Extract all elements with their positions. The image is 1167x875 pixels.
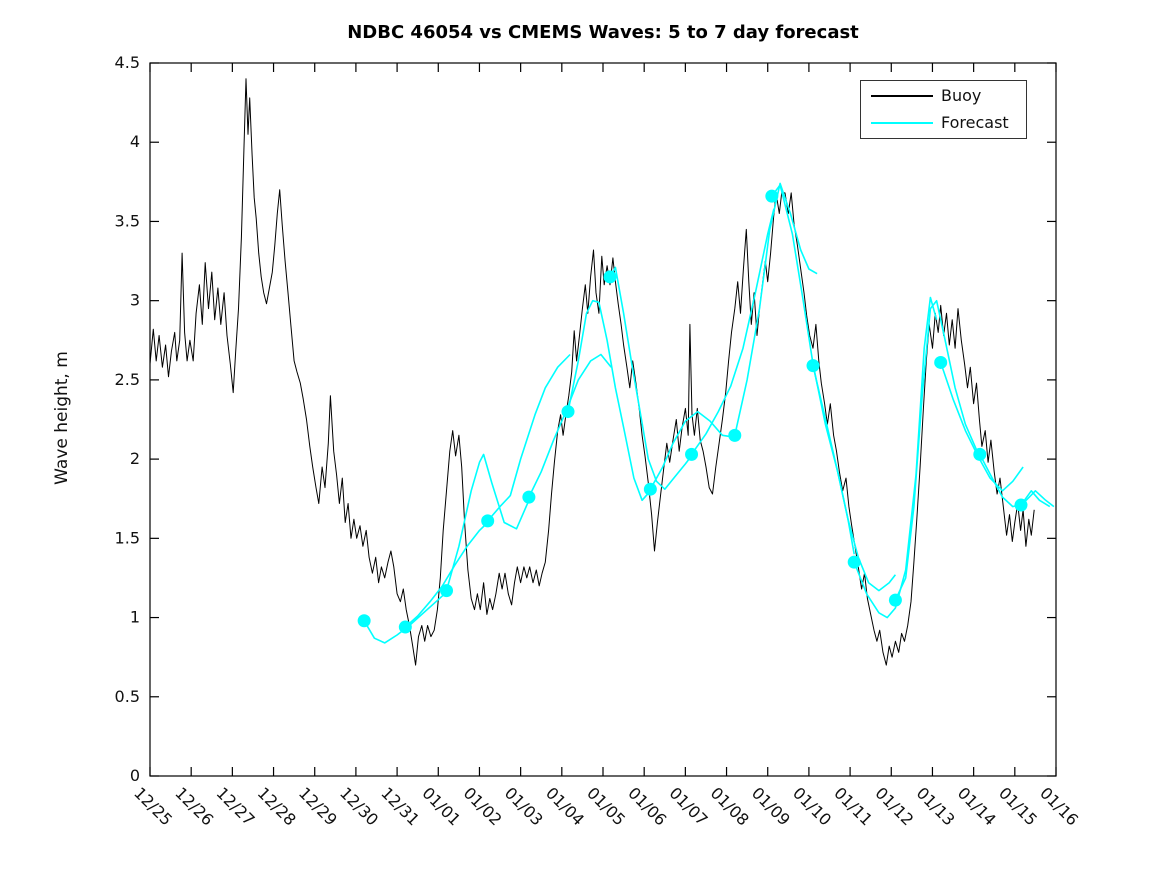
forecast-marker (847, 555, 861, 569)
x-tick-label: 12/26 (171, 783, 217, 829)
forecast-segment (445, 453, 530, 591)
x-tick-label: 01/01 (418, 783, 464, 829)
forecast-segment (609, 266, 693, 491)
x-tick-label: 12/31 (377, 783, 423, 829)
x-tick-label: 12/29 (295, 783, 341, 829)
forecast-marker (561, 405, 575, 419)
forecast-marker (603, 270, 617, 284)
forecast-segment (690, 208, 775, 455)
y-tick-label: 2 (130, 449, 140, 468)
y-tick-label: 0 (130, 766, 140, 785)
forecast-marker (643, 482, 657, 496)
forecast-marker (934, 355, 948, 369)
forecast-segment (853, 296, 938, 619)
buoy-line (149, 78, 1035, 666)
x-tick-label: 01/14 (954, 783, 1000, 829)
x-tick-label: 01/10 (789, 783, 835, 829)
forecast-marker (685, 447, 699, 461)
legend-item-buoy: Buoy (861, 84, 1026, 108)
x-tick-label: 01/05 (583, 783, 629, 829)
y-tick-label: 1 (130, 608, 140, 627)
forecast-segment (404, 521, 489, 628)
legend-label-buoy: Buoy (941, 86, 982, 105)
x-tick-label: 01/03 (501, 783, 547, 829)
forecast-segment (1020, 489, 1051, 508)
forecast-marker (357, 614, 371, 628)
forecast-segment (939, 362, 1024, 492)
legend-box: Buoy Forecast (860, 80, 1027, 139)
forecast-segment (649, 410, 733, 490)
forecast-marker (728, 428, 742, 442)
x-tick-label: 01/13 (913, 783, 959, 829)
x-tick-label: 01/15 (995, 783, 1041, 829)
forecast-segment (487, 353, 571, 522)
legend-label-forecast: Forecast (941, 113, 1009, 132)
forecast-marker (888, 593, 902, 607)
forecast-marker (440, 584, 454, 598)
y-tick-label: 4.5 (115, 53, 140, 72)
x-tick-label: 01/11 (830, 783, 876, 829)
x-tick-label: 12/27 (213, 783, 259, 829)
x-tick-label: 12/25 (130, 783, 176, 829)
forecast-line-swatch (871, 122, 933, 124)
x-tick-label: 01/02 (460, 783, 506, 829)
x-tick-label: 01/16 (1036, 783, 1082, 829)
y-tick-label: 2.5 (115, 370, 140, 389)
y-tick-label: 4 (130, 132, 140, 151)
y-tick-label: 3.5 (115, 211, 140, 230)
x-tick-label: 01/06 (624, 783, 670, 829)
x-tick-label: 01/08 (707, 783, 753, 829)
forecast-marker (806, 359, 820, 373)
forecast-marker (1014, 498, 1028, 512)
y-tick-label: 1.5 (115, 528, 140, 547)
forecast-segment (528, 353, 612, 498)
forecast-segment (567, 299, 652, 502)
x-tick-label: 01/07 (666, 783, 712, 829)
buoy-line-swatch (871, 95, 933, 97)
forecast-segment (734, 182, 818, 436)
x-tick-label: 01/09 (748, 783, 794, 829)
chart-title: NDBC 46054 vs CMEMS Waves: 5 to 7 day fo… (347, 22, 859, 43)
x-tick-label: 12/30 (336, 783, 382, 829)
forecast-marker (522, 490, 536, 504)
forecast-marker (398, 620, 412, 634)
y-tick-label: 3 (130, 291, 140, 310)
forecast-marker (481, 514, 495, 528)
y-tick-label: 0.5 (115, 687, 140, 706)
forecast-segment (979, 454, 1055, 508)
legend-item-forecast: Forecast (861, 111, 1026, 135)
x-tick-label: 01/04 (542, 783, 588, 829)
x-tick-label: 12/28 (254, 783, 300, 829)
forecast-marker (973, 447, 987, 461)
forecast-segment (894, 299, 979, 601)
x-tick-label: 01/12 (871, 783, 917, 829)
forecast-marker (765, 189, 779, 203)
